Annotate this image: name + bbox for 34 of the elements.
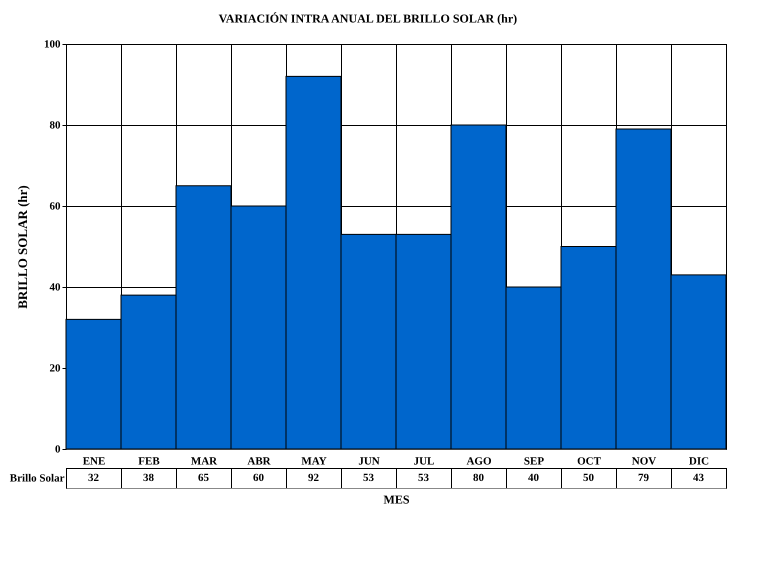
x-tick-label: SEP xyxy=(524,456,544,468)
y-tick-label: 60 xyxy=(50,200,61,212)
data-label: 38 xyxy=(143,472,154,484)
data-label: 60 xyxy=(253,472,264,484)
y-tick-label: 20 xyxy=(50,362,61,374)
x-tick-label: OCT xyxy=(577,456,602,468)
x-tick-label: JUN xyxy=(358,456,380,468)
y-tick-label: 40 xyxy=(50,282,61,294)
x-tick-label: MAR xyxy=(190,456,218,468)
data-label: 43 xyxy=(693,472,704,484)
x-tick-label: NOV xyxy=(632,456,656,468)
x-tick-label: MAY xyxy=(301,456,327,468)
x-tick-label: FEB xyxy=(138,456,160,468)
data-label: 50 xyxy=(583,472,594,484)
chart-title: VARIACIÓN INTRA ANUAL DEL BRILLO SOLAR (hr) xyxy=(218,12,518,26)
x-tick-label: ENE xyxy=(82,456,106,468)
y-axis-title: BRILLO SOLAR (hr) xyxy=(15,185,30,309)
data-label: 65 xyxy=(198,472,210,484)
x-axis-title: MES xyxy=(383,492,410,506)
y-tick-label: 80 xyxy=(50,120,61,132)
y-tick-label: 100 xyxy=(44,38,61,50)
x-tick-label: AGO xyxy=(466,456,492,468)
data-label: 53 xyxy=(363,472,374,484)
data-label: 53 xyxy=(418,472,430,484)
text: Brillo Solar xyxy=(10,472,65,484)
data-label: 79 xyxy=(638,472,650,484)
x-tick-label: JUL xyxy=(414,456,434,468)
data-label: 80 xyxy=(473,472,484,484)
data-label: 32 xyxy=(88,472,100,484)
x-tick-label: DIC xyxy=(688,456,710,468)
y-tick-label: 0 xyxy=(55,444,61,456)
x-tick-label: ABR xyxy=(247,456,272,468)
data-label: 92 xyxy=(308,472,320,484)
data-label: 40 xyxy=(528,472,540,484)
